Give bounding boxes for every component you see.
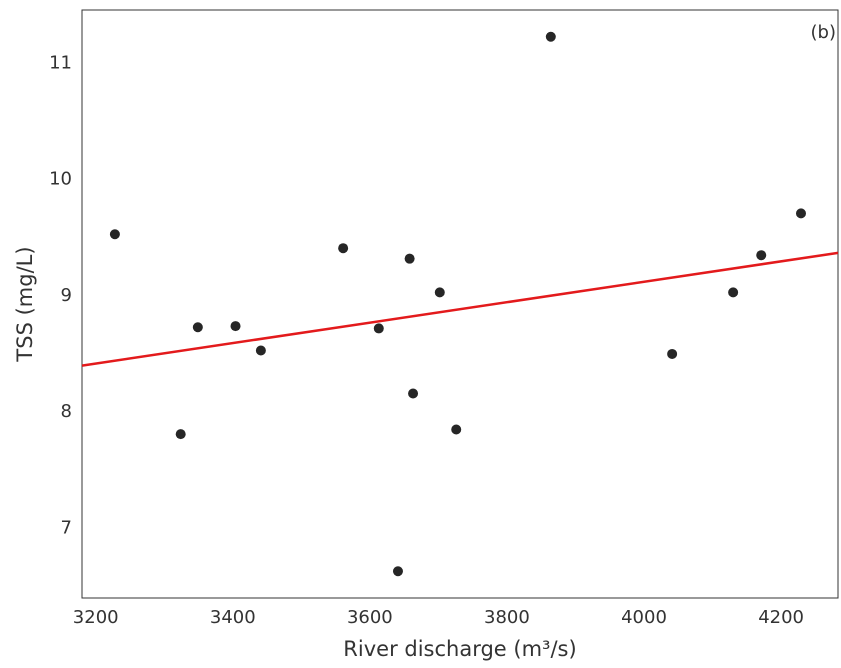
point (451, 424, 462, 435)
point (728, 287, 739, 298)
x-tick-label: 4200 (758, 607, 804, 628)
x-tick-label: 3200 (73, 607, 119, 628)
x-tick-label: 3600 (347, 607, 393, 628)
y-axis-label: TSS (mg/L) (13, 246, 37, 362)
point (756, 250, 767, 261)
point (667, 348, 678, 359)
point (404, 253, 415, 264)
point (795, 208, 806, 219)
panel-label: (b) (811, 22, 836, 43)
y-tick-label: 8 (61, 401, 72, 422)
point (338, 243, 349, 254)
y-tick-label: 9 (61, 285, 72, 306)
point (373, 323, 384, 334)
x-tick-label: 4000 (621, 607, 667, 628)
point (255, 345, 266, 356)
point (109, 229, 120, 240)
y-tick-label: 7 (61, 517, 72, 538)
y-tick-label: 11 (49, 52, 72, 73)
x-tick-label: 3800 (484, 607, 530, 628)
plot-frame (81, 9, 839, 599)
point (434, 287, 445, 298)
x-tick-label: 3400 (210, 607, 256, 628)
x-axis-label: River discharge (m³/s) (343, 637, 576, 661)
point (545, 31, 556, 42)
y-tick-label: 10 (49, 169, 72, 190)
regression-line (81, 251, 839, 367)
point (392, 566, 403, 577)
point (192, 322, 203, 333)
point (408, 388, 419, 399)
point (175, 429, 186, 440)
point (230, 321, 241, 332)
